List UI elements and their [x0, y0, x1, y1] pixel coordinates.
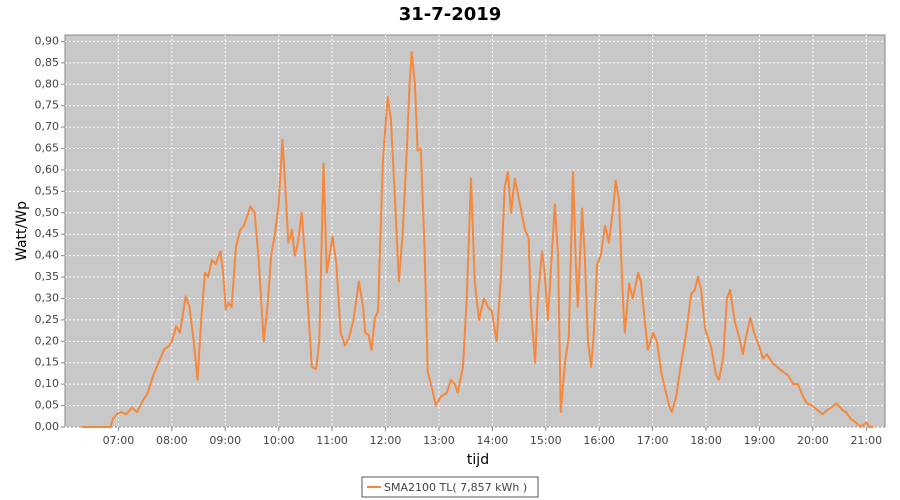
x-tick-label: 17:00 [637, 434, 669, 447]
x-tick-label: 07:00 [103, 434, 135, 447]
x-tick-label: 14:00 [477, 434, 509, 447]
chart-title: 31-7-2019 [399, 4, 502, 25]
series-line [81, 51, 874, 428]
y-tick-label: 0,55 [35, 184, 60, 197]
x-tick-label: 18:00 [690, 434, 722, 447]
y-tick-label: 0,85 [35, 56, 60, 69]
y-tick-label: 0,30 [35, 291, 60, 304]
y-tick-label: 0,40 [35, 249, 60, 262]
x-tick-label: 09:00 [209, 434, 241, 447]
y-tick-label: 0,15 [35, 356, 60, 369]
y-tick-label: 0,25 [35, 313, 60, 326]
x-tick-label: 11:00 [316, 434, 348, 447]
y-tick-label: 0,70 [35, 120, 60, 133]
y-tick-label: 0,35 [35, 270, 60, 283]
legend: SMA2100 TL( 7,857 kWh ) [361, 476, 539, 498]
y-tick-label: 0,00 [35, 420, 60, 433]
y-axis-label: Watt/Wp [14, 201, 30, 261]
y-tick-label: 0,90 [35, 34, 60, 47]
y-tick-label: 0,80 [35, 77, 60, 90]
x-tick-label: 12:00 [370, 434, 402, 447]
plot-area [64, 34, 886, 428]
y-tick-label: 0,05 [35, 399, 60, 412]
x-tick-label: 08:00 [156, 434, 188, 447]
x-tick-label: 16:00 [583, 434, 615, 447]
y-tick-label: 0,60 [35, 163, 60, 176]
y-tick-label: 0,65 [35, 142, 60, 155]
x-tick-label: 21:00 [850, 434, 882, 447]
y-tick-label: 0,10 [35, 377, 60, 390]
x-tick-label: 19:00 [744, 434, 776, 447]
y-tick-label: 0,45 [35, 227, 60, 240]
legend-label: SMA2100 TL( 7,857 kWh ) [384, 481, 527, 494]
y-tick-label: 0,20 [35, 334, 60, 347]
y-tick-label: 0,50 [35, 206, 60, 219]
legend-box [361, 476, 539, 498]
x-tick-label: 20:00 [797, 434, 829, 447]
x-tick-label: 15:00 [530, 434, 562, 447]
y-tick-label: 0,75 [35, 99, 60, 112]
x-tick-label: 10:00 [263, 434, 295, 447]
x-tick-label: 13:00 [423, 434, 455, 447]
x-axis-label: tijd [467, 452, 489, 468]
